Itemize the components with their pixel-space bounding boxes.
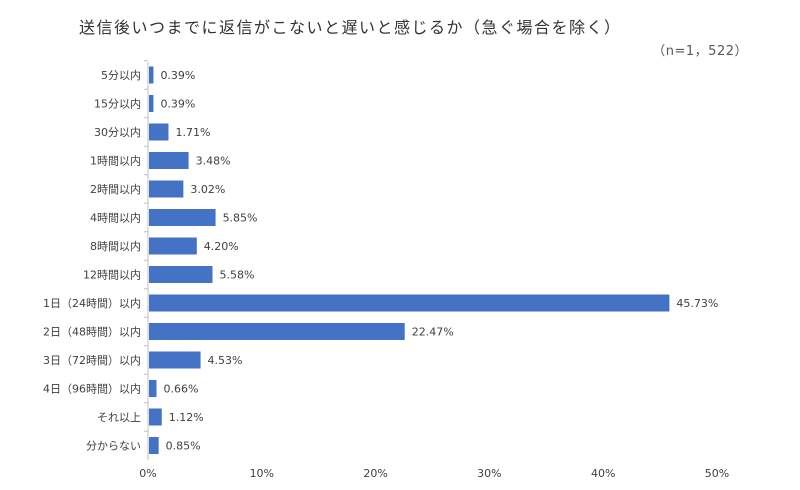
bar: [149, 95, 154, 112]
x-tick-label: 10%: [250, 467, 274, 480]
category-label: 4時間以内: [90, 211, 141, 225]
data-label: 4.20%: [204, 240, 239, 253]
data-label: 4.53%: [208, 354, 243, 367]
x-tick-label: 30%: [477, 467, 501, 480]
category-label: 8時間以内: [90, 239, 141, 253]
category-label: 2時間以内: [90, 182, 141, 196]
data-label: 1.12%: [169, 411, 204, 424]
bar: [149, 180, 184, 198]
bar: [149, 380, 157, 397]
bar: [149, 66, 154, 84]
bar: [149, 123, 169, 141]
x-tick-label: 40%: [591, 467, 615, 480]
bar: [149, 266, 213, 283]
x-tick-label: 50%: [705, 467, 729, 480]
data-label: 45.73%: [676, 297, 718, 310]
category-label: 15分以内: [94, 97, 141, 111]
sample-size-label: （n=1，522）: [652, 44, 748, 59]
category-label: 5分以内: [101, 68, 141, 82]
category-label: 1時間以内: [90, 154, 141, 168]
category-label: それ以上: [97, 411, 141, 424]
x-tick-label: 0%: [139, 467, 156, 480]
bar: [149, 209, 216, 226]
category-label: 4日（96時間）以内: [43, 382, 141, 396]
bar: [149, 437, 159, 454]
bar: [149, 237, 197, 255]
data-label: 0.39%: [160, 69, 195, 82]
bar: [149, 408, 162, 426]
data-label: 0.66%: [164, 383, 199, 396]
data-label: 0.85%: [166, 440, 201, 453]
x-tick-label: 20%: [363, 467, 387, 480]
bars-layer: 5分以内 0.39% 15分以内 0.39% 30分以内 1.71% 1時間以内 3.48% 2…: [43, 60, 729, 480]
data-label: 5.58%: [220, 269, 255, 282]
category-label: 12時間以内: [83, 268, 141, 282]
category-label: 30分以内: [94, 125, 141, 139]
bar: [149, 152, 189, 169]
category-label: 3日（72時間）以内: [43, 353, 141, 367]
bar: [149, 351, 201, 369]
chart-title: 送信後いつまでに返信がこないと遅いと感じるか（急ぐ場合を除く）: [79, 18, 622, 37]
data-label: 22.47%: [412, 326, 454, 339]
category-label: 分からない: [86, 440, 141, 453]
category-label: 2日（48時間）以内: [43, 325, 141, 339]
data-label: 1.71%: [175, 126, 210, 139]
data-label: 3.02%: [190, 183, 225, 196]
data-label: 3.48%: [196, 155, 231, 168]
data-label: 5.85%: [223, 212, 258, 225]
data-label: 0.39%: [160, 98, 195, 111]
category-label: 1日（24時間）以内: [43, 296, 141, 310]
bar: [149, 294, 670, 312]
bar: [149, 323, 405, 340]
